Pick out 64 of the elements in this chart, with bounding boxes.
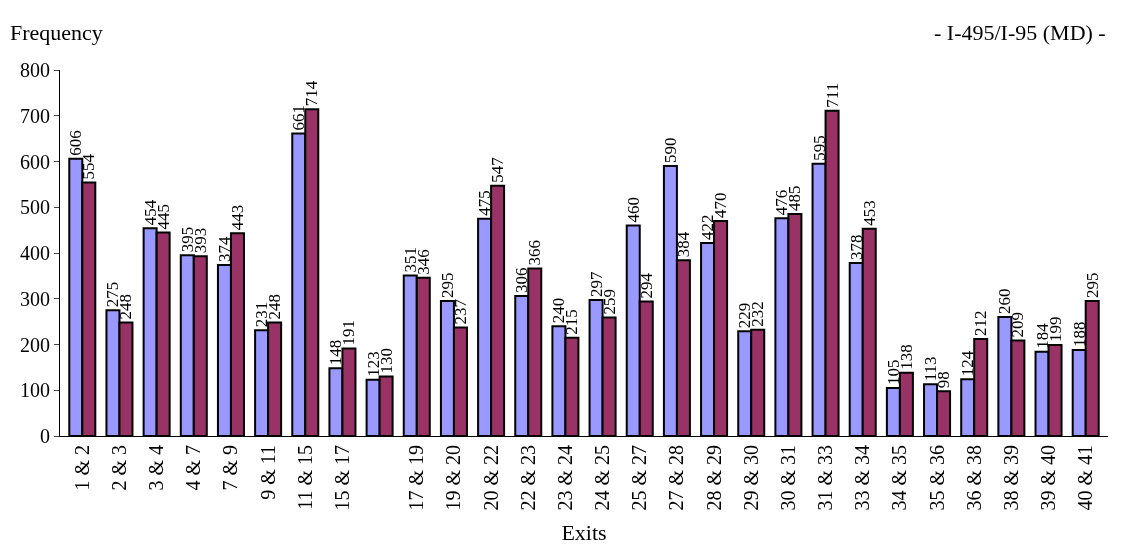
x-tick-label: 36 & 38	[962, 445, 985, 511]
y-tick-label: 200	[20, 333, 50, 356]
x-tick-label: 23 & 24	[553, 445, 576, 511]
data-label: 714	[302, 80, 322, 107]
x-tick-label: 35 & 36	[925, 445, 948, 511]
x-tick-label: 27 & 28	[665, 445, 688, 511]
data-label: 366	[525, 240, 545, 266]
x-tick-label: 28 & 29	[702, 445, 725, 511]
data-label: 661	[289, 105, 309, 131]
data-label: 475	[475, 190, 495, 216]
x-tick-label: 39 & 40	[1037, 445, 1060, 511]
y-tick-label: 400	[20, 242, 50, 264]
data-label: 374	[214, 235, 234, 262]
data-label: 237	[450, 298, 470, 325]
data-label: 295	[437, 272, 457, 299]
x-tick-label: 30 & 31	[776, 445, 799, 511]
x-tick-label: 33 & 34	[851, 445, 874, 511]
y-tick-label: 100	[20, 379, 50, 402]
y-tick-label: 500	[20, 196, 50, 219]
x-tick-label: 40 & 41	[1074, 445, 1097, 511]
y-tick-label: 800	[20, 59, 50, 81]
data-label: 460	[623, 197, 643, 223]
data-label: 188	[1069, 321, 1089, 347]
x-tick-label: 3 & 4	[145, 445, 168, 491]
data-label: 124	[958, 350, 978, 377]
x-tick-label: 2 & 3	[107, 445, 130, 491]
x-tick-label: 9 & 11	[256, 445, 279, 500]
x-tick-label: 19 & 20	[442, 445, 465, 511]
y-tick-label: 300	[20, 287, 50, 310]
x-tick-label: 20 & 22	[479, 445, 502, 511]
data-label: 384	[673, 231, 693, 258]
data-label: 294	[636, 272, 656, 299]
x-tick-label: 24 & 25	[591, 445, 614, 511]
x-tick-label: 15 & 17	[330, 445, 353, 511]
x-tick-label: 34 & 35	[888, 445, 911, 511]
data-label: 554	[79, 153, 99, 180]
data-label: 595	[809, 135, 829, 161]
data-label: 547	[488, 156, 508, 183]
data-label: 378	[846, 234, 866, 261]
data-label: 590	[660, 137, 680, 164]
x-tick-label: 22 & 23	[516, 445, 539, 511]
x-tick-label: 1 & 2	[70, 445, 93, 491]
x-tick-label: 29 & 30	[739, 445, 762, 511]
data-label: 606	[66, 130, 86, 156]
data-label: 443	[227, 204, 247, 231]
x-tick-label: 17 & 19	[405, 445, 428, 511]
x-tick-label: 25 & 27	[628, 445, 651, 511]
chart-title: - I-495/I-95 (MD) -	[934, 20, 1106, 45]
x-tick-label: 4 & 7	[182, 445, 205, 491]
y-tick-label: 600	[20, 150, 50, 173]
x-axis-title: Exits	[561, 520, 607, 546]
x-tick-label: 7 & 9	[219, 445, 242, 491]
data-label: 306	[512, 267, 532, 294]
data-label: 453	[859, 200, 879, 226]
y-tick-label: 0	[40, 425, 50, 447]
data-label: 422	[698, 214, 718, 240]
x-tick-label: 31 & 33	[814, 445, 837, 511]
x-tick-label: 11 & 15	[293, 445, 316, 510]
data-label: 295	[1082, 272, 1102, 299]
y-axis-title: Frequency	[10, 20, 103, 45]
x-tick-label: 38 & 39	[999, 445, 1022, 511]
y-tick-label: 700	[20, 104, 50, 127]
data-label: 711	[822, 82, 842, 108]
data-label: 212	[971, 310, 991, 337]
